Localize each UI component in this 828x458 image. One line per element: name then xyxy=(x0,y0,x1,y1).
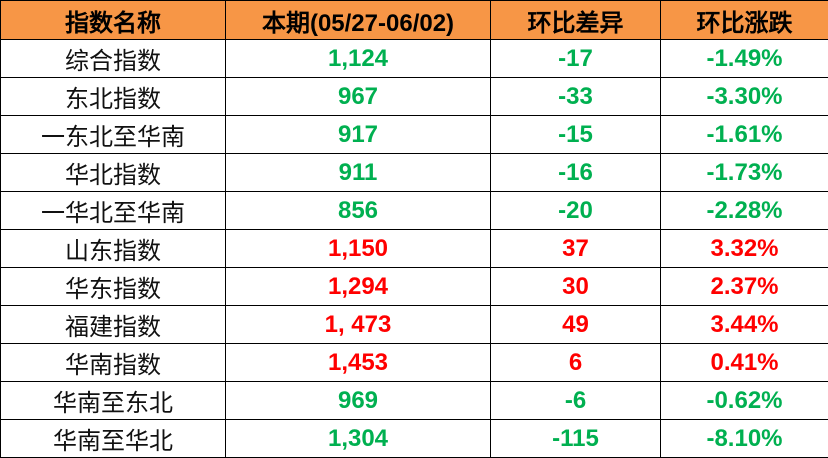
pct-cell: -2.28% xyxy=(661,192,828,230)
pct-cell: 3.32% xyxy=(661,230,828,268)
diff-cell: -115 xyxy=(491,420,661,458)
pct-cell: 2.37% xyxy=(661,268,828,306)
pct-cell: 0.41% xyxy=(661,344,828,382)
value-cell: 1,294 xyxy=(226,268,491,306)
diff-cell: 30 xyxy=(491,268,661,306)
index-name-cell: 华南至华北 xyxy=(1,420,226,458)
value-cell: 969 xyxy=(226,382,491,420)
pct-cell: 3.44% xyxy=(661,306,828,344)
diff-cell: -20 xyxy=(491,192,661,230)
index-name-cell: 华南至东北 xyxy=(1,382,226,420)
pct-cell: -0.62% xyxy=(661,382,828,420)
value-cell: 967 xyxy=(226,78,491,116)
pct-cell: -3.30% xyxy=(661,78,828,116)
header-pct-change: 环比涨跌 xyxy=(661,1,828,40)
pct-cell: -1.73% xyxy=(661,154,828,192)
index-name-cell: 福建指数 xyxy=(1,306,226,344)
value-cell: 1,124 xyxy=(226,40,491,78)
diff-cell: -6 xyxy=(491,382,661,420)
index-name-cell: 华北指数 xyxy=(1,154,226,192)
value-cell: 911 xyxy=(226,154,491,192)
header-diff: 环比差异 xyxy=(491,1,661,40)
value-cell: 1,453 xyxy=(226,344,491,382)
index-name-cell: 华南指数 xyxy=(1,344,226,382)
value-cell: 1,150 xyxy=(226,230,491,268)
value-cell: 1, 473 xyxy=(226,306,491,344)
value-cell: 856 xyxy=(226,192,491,230)
pct-cell: -1.49% xyxy=(661,40,828,78)
index-name-cell: 华东指数 xyxy=(1,268,226,306)
diff-cell: 37 xyxy=(491,230,661,268)
index-name-cell: 综合指数 xyxy=(1,40,226,78)
diff-cell: -17 xyxy=(491,40,661,78)
pct-cell: -1.61% xyxy=(661,116,828,154)
pct-cell: -8.10% xyxy=(661,420,828,458)
index-name-cell: 一东北至华南 xyxy=(1,116,226,154)
value-cell: 917 xyxy=(226,116,491,154)
diff-cell: -16 xyxy=(491,154,661,192)
diff-cell: -15 xyxy=(491,116,661,154)
diff-cell: 6 xyxy=(491,344,661,382)
diff-cell: 49 xyxy=(491,306,661,344)
header-index-name: 指数名称 xyxy=(1,1,226,40)
index-name-cell: 一华北至华南 xyxy=(1,192,226,230)
header-current-period: 本期(05/27-06/02) xyxy=(226,1,491,40)
header-row: 指数名称 本期(05/27-06/02) 环比差异 环比涨跌 xyxy=(1,1,828,40)
index-name-cell: 山东指数 xyxy=(1,230,226,268)
value-cell: 1,304 xyxy=(226,420,491,458)
diff-cell: -33 xyxy=(491,78,661,116)
index-name-cell: 东北指数 xyxy=(1,78,226,116)
